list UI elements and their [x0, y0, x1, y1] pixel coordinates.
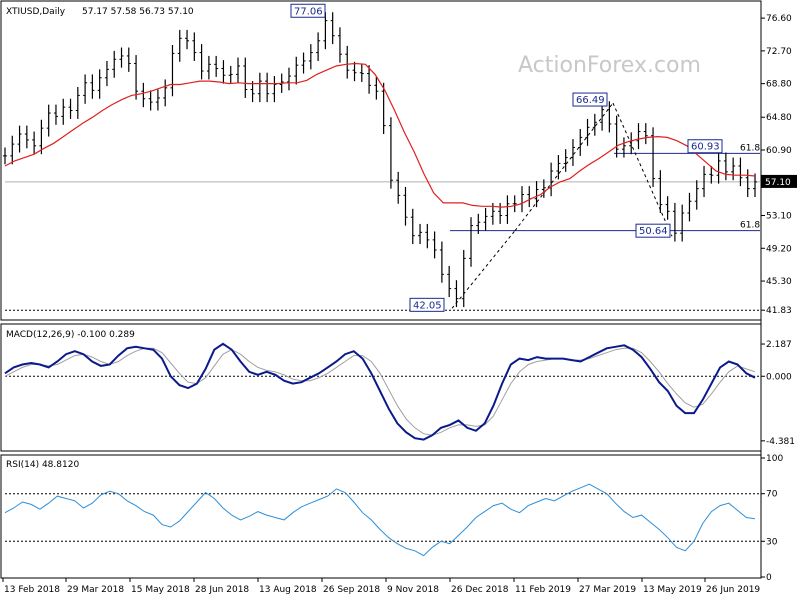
x-tick-label: 26 Dec 2018 [451, 585, 509, 595]
price-tick-label: 53.10 [766, 212, 792, 222]
label-42-05-box [409, 297, 445, 312]
label-42-05: 42.05 [413, 300, 442, 311]
x-tick-label: 13 May 2019 [643, 585, 702, 595]
rsi-panel-frame [0, 454, 762, 579]
axis-labels: 76.60 72.70 68.80 64.80 60.90 53.10 49.20 45.30… [2, 14, 797, 595]
x-tick-label: 26 Sep 2018 [323, 585, 380, 595]
price-tick-label: 72.70 [766, 47, 792, 57]
fib-label-lower: 61.8 [740, 221, 760, 231]
rsi-tick-label: 0 [766, 573, 772, 583]
swing-line-3 [612, 102, 673, 237]
x-tick-label: 13 Aug 2018 [259, 585, 317, 595]
macd-tick-label: 2.187 [766, 340, 792, 350]
label-77-06-box [290, 3, 326, 18]
rsi-tick-label: 100 [766, 454, 783, 464]
watermark: ActionForex.com [518, 53, 701, 78]
main-panel-frame [0, 0, 762, 321]
moving-average-line [4, 62, 756, 208]
macd-panel-frame [0, 323, 762, 452]
rsi-panel [4, 483, 760, 557]
macd-main-line [4, 342, 756, 441]
macd-tick-label: -4.381 [766, 437, 795, 447]
rsi-tick-label: 30 [766, 537, 778, 547]
x-tick-label: 26 Jun 2019 [706, 585, 760, 595]
label-60-93: 60.93 [691, 142, 720, 153]
price-tick-label: 45.30 [766, 277, 792, 287]
price-tick-label: 41.83 [766, 306, 792, 316]
swing-line-1 [451, 230, 516, 309]
chart-symbol: XTIUSD,Daily [6, 7, 66, 17]
price-tick-label: 76.60 [766, 14, 792, 24]
macd-title: MACD(12,26,9) -0.100 0.289 [6, 330, 135, 340]
swing-line-2 [514, 102, 614, 231]
fib-label-upper: 61.8 [740, 143, 760, 153]
x-tick-label: 15 May 2018 [131, 585, 190, 595]
x-tick-label: 27 Mar 2019 [579, 585, 636, 595]
price-tick-label: 68.80 [766, 80, 792, 90]
label-77-06: 77.06 [294, 6, 323, 17]
x-tick-label: 11 Feb 2019 [515, 585, 571, 595]
rsi-title: RSI(14) 48.8120 [6, 460, 79, 470]
x-tick-label: 9 Nov 2018 [387, 585, 439, 595]
macd-tick-label: 0.000 [766, 372, 792, 382]
x-tick-label: 28 Jun 2018 [195, 585, 249, 595]
label-66-49-box [572, 92, 608, 107]
label-60-93-box [687, 139, 723, 154]
rsi-line [4, 483, 756, 557]
price-tick-label: 64.80 [766, 113, 792, 123]
x-tick-label: 13 Feb 2018 [4, 585, 60, 595]
price-panel: 61.8 61.8 77.06 66.49 60.93 50.64 42.05 [3, 3, 760, 312]
price-tick-label: 60.90 [766, 146, 792, 156]
label-50-64-box [635, 223, 671, 238]
current-price-label: 57.10 [765, 178, 791, 188]
rsi-tick-label: 70 [766, 490, 778, 500]
current-price-tag [761, 174, 797, 188]
label-50-64: 50.64 [639, 226, 668, 237]
label-66-49: 66.49 [576, 95, 605, 106]
x-tick-label: 29 Mar 2018 [67, 585, 124, 595]
price-tick-label: 49.20 [766, 244, 792, 254]
chart-ohlc: 57.17 57.58 56.73 57.10 [82, 7, 194, 17]
macd-panel [4, 342, 760, 441]
